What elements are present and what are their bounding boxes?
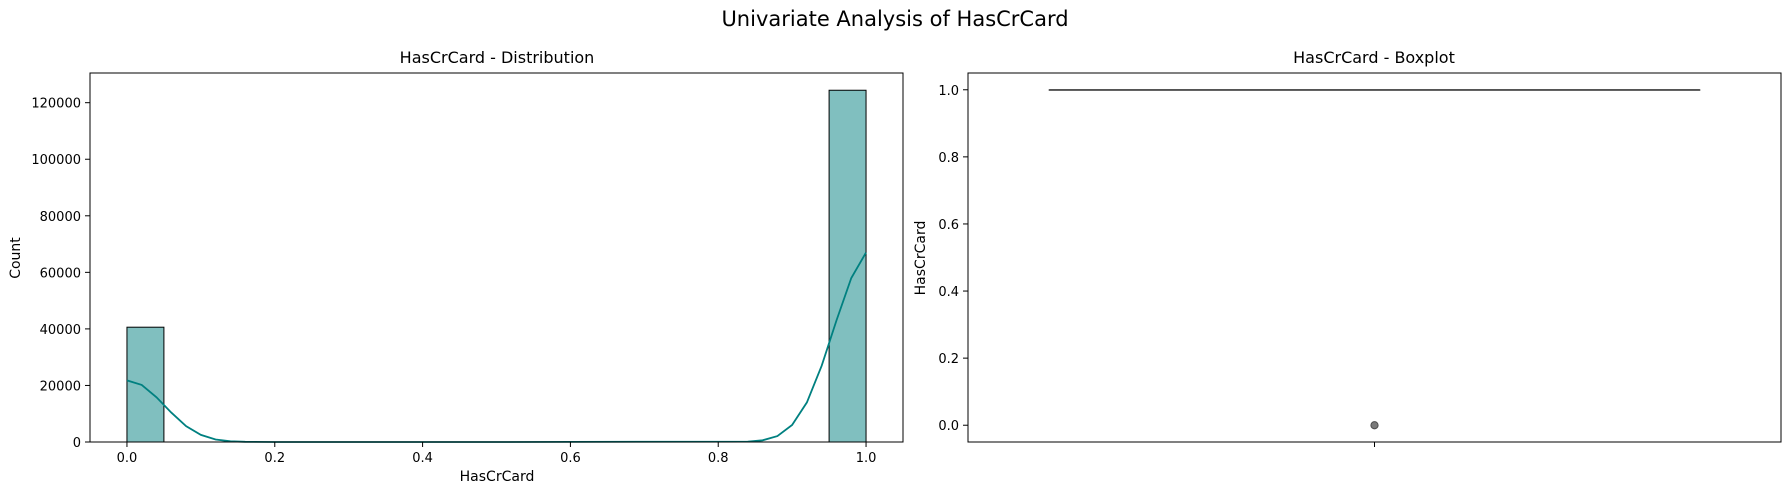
histogram-x-tick-label: 1.0 — [856, 451, 877, 466]
histogram-x-tick-label: 0.4 — [412, 451, 433, 466]
histogram-y-tick-label: 80000 — [40, 210, 81, 225]
boxplot-y-tick-label: 0.2 — [938, 352, 959, 367]
histogram-y-tick-label: 60000 — [40, 266, 81, 281]
boxplot-outliers — [1370, 421, 1379, 430]
histogram-plot-frame — [89, 72, 904, 443]
histogram-x-label: HasCrCard — [460, 469, 535, 485]
boxplot-y-tick-label: 0.4 — [938, 285, 959, 300]
kde-curve — [126, 252, 867, 443]
boxplot-y-label: HasCrCard — [913, 221, 929, 296]
histogram-x-tick-label: 0.2 — [264, 451, 285, 466]
histogram-chart: 0.0 0.2 0.4 0.6 0.8 1.0 0 20000 40000 60000 80000… — [8, 48, 904, 485]
histogram-y-ticks: 0 20000 40000 60000 80000 100000 120000 — [31, 97, 90, 451]
histogram-bar-0 — [126, 326, 165, 443]
histogram-x-ticks: 0.0 0.2 0.4 0.6 0.8 1.0 — [117, 442, 877, 466]
figure-title: Univariate Analysis of HasCrCard — [721, 7, 1068, 31]
boxplot-box — [1048, 89, 1701, 91]
histogram-x-tick-label: 0.8 — [708, 451, 729, 466]
histogram-bar-1 — [828, 89, 867, 443]
histogram-y-tick-label: 120000 — [31, 97, 81, 112]
histogram-y-tick-label: 100000 — [31, 153, 81, 168]
boxplot-y-tick-label: 1.0 — [938, 84, 959, 99]
histogram-title: HasCrCard - Distribution — [400, 48, 595, 67]
histogram-y-tick-label: 20000 — [40, 379, 81, 394]
boxplot-outlier-point — [1370, 421, 1379, 430]
boxplot-chart: 0.0 0.2 0.4 0.6 0.8 1.0 HasCrCard - Boxplot H… — [913, 48, 1782, 447]
boxplot-y-tick-label: 0.6 — [938, 218, 959, 233]
boxplot-plot-frame — [967, 72, 1782, 443]
boxplot-y-tick-label: 0.8 — [938, 151, 959, 166]
histogram-x-tick-label: 0.0 — [117, 451, 138, 466]
histogram-bars — [126, 89, 867, 443]
histogram-y-tick-label: 40000 — [40, 323, 81, 338]
boxplot-y-tick-label: 0.0 — [938, 419, 959, 434]
histogram-y-label: Count — [8, 237, 24, 279]
histogram-y-tick-label: 0 — [73, 436, 81, 451]
boxplot-y-ticks: 0.0 0.2 0.4 0.6 0.8 1.0 — [938, 84, 968, 434]
boxplot-title: HasCrCard - Boxplot — [1293, 48, 1455, 67]
histogram-x-tick-label: 0.6 — [560, 451, 581, 466]
